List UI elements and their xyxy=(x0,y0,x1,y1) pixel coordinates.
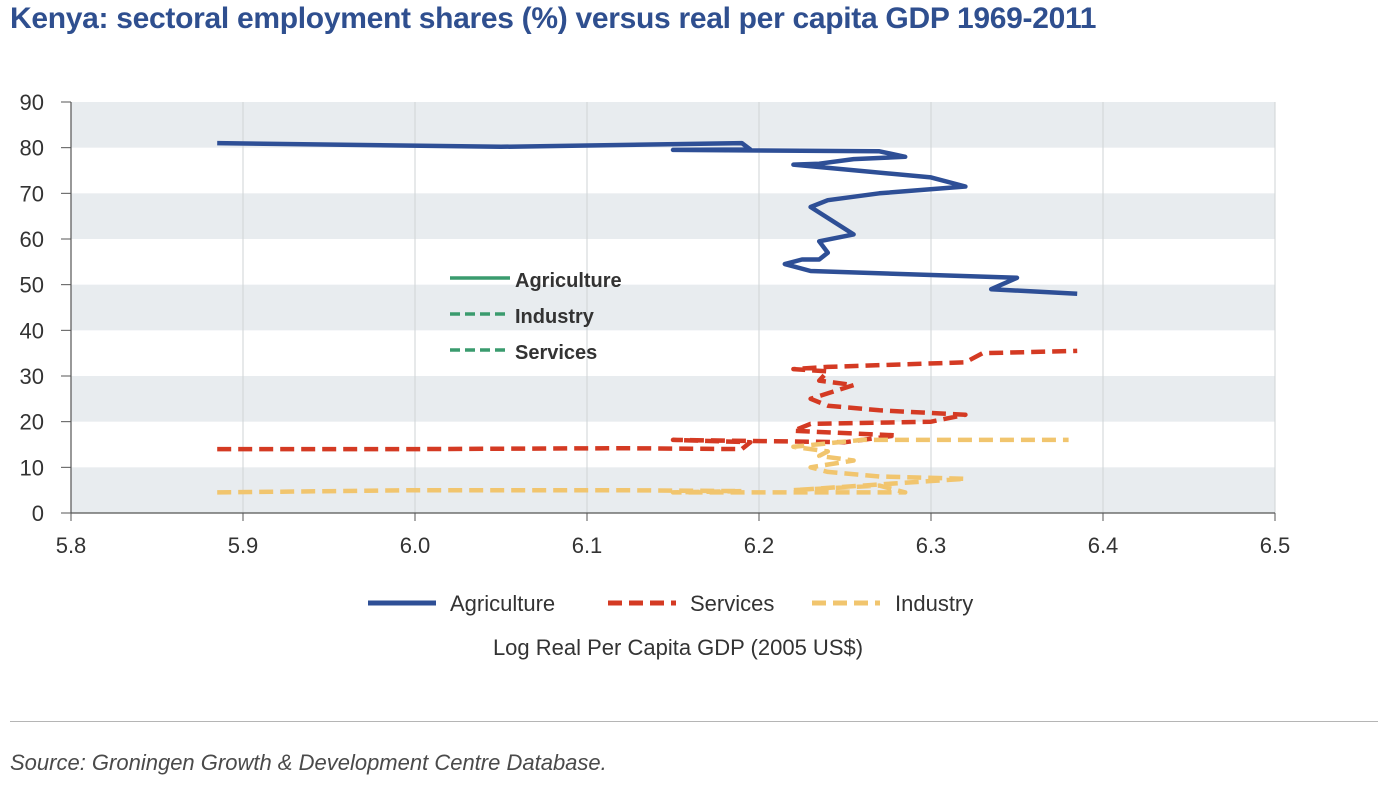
series-line-industry xyxy=(217,437,1069,495)
grid-band xyxy=(71,376,1275,422)
series-line-agriculture xyxy=(217,140,1078,297)
y-tick-label: 60 xyxy=(20,227,44,252)
legend-label: Agriculture xyxy=(450,591,555,616)
x-tick-label: 5.9 xyxy=(228,533,259,558)
inset-legend-label: Industry xyxy=(515,306,595,328)
y-tick-label: 40 xyxy=(20,318,44,343)
x-axis-label: Log Real Per Capita GDP (2005 US$) xyxy=(493,635,863,660)
source-note: Source: Groningen Growth & Development C… xyxy=(10,750,607,775)
x-tick-labels: 5.8 5.9 6.0 6.1 6.2 6.3 6.4 6.5 xyxy=(56,533,1291,558)
y-tick-label: 70 xyxy=(20,181,44,206)
grid-band xyxy=(71,193,1275,239)
bottom-legend: Agriculture Services Industry xyxy=(368,591,973,616)
series-line-services xyxy=(217,348,1078,452)
x-tick-label: 5.8 xyxy=(56,533,87,558)
x-tick-label: 6.4 xyxy=(1088,533,1119,558)
legend-label: Services xyxy=(690,591,774,616)
legend-label: Industry xyxy=(895,591,973,616)
y-tick-label: 80 xyxy=(20,136,44,161)
vertical-gridlines xyxy=(242,102,1276,513)
inset-legend: Agriculture Industry Services xyxy=(450,270,622,364)
inset-legend-label: Services xyxy=(515,342,597,364)
y-tick-label: 0 xyxy=(32,501,44,526)
x-tick-label: 6.2 xyxy=(744,533,775,558)
divider-line xyxy=(10,721,1378,722)
y-tick-label: 10 xyxy=(20,455,44,480)
y-tick-label: 30 xyxy=(20,364,44,389)
x-tick-label: 6.1 xyxy=(572,533,603,558)
x-tick-label: 6.5 xyxy=(1260,533,1291,558)
series-lines xyxy=(217,140,1078,495)
chart-title: Kenya: sectoral employment shares (%) ve… xyxy=(10,2,1097,35)
y-tick-label: 20 xyxy=(20,410,44,435)
x-tick-label: 6.3 xyxy=(916,533,947,558)
grid-band xyxy=(71,102,1275,148)
grid-band xyxy=(71,284,1275,331)
y-tick-label: 90 xyxy=(20,90,44,115)
x-tick-label: 6.0 xyxy=(400,533,431,558)
axes xyxy=(61,101,1276,521)
y-tick-labels: 0 10 20 30 40 50 60 70 80 90 xyxy=(20,90,44,526)
y-tick-label: 50 xyxy=(20,273,44,298)
inset-legend-label: Agriculture xyxy=(515,270,622,292)
